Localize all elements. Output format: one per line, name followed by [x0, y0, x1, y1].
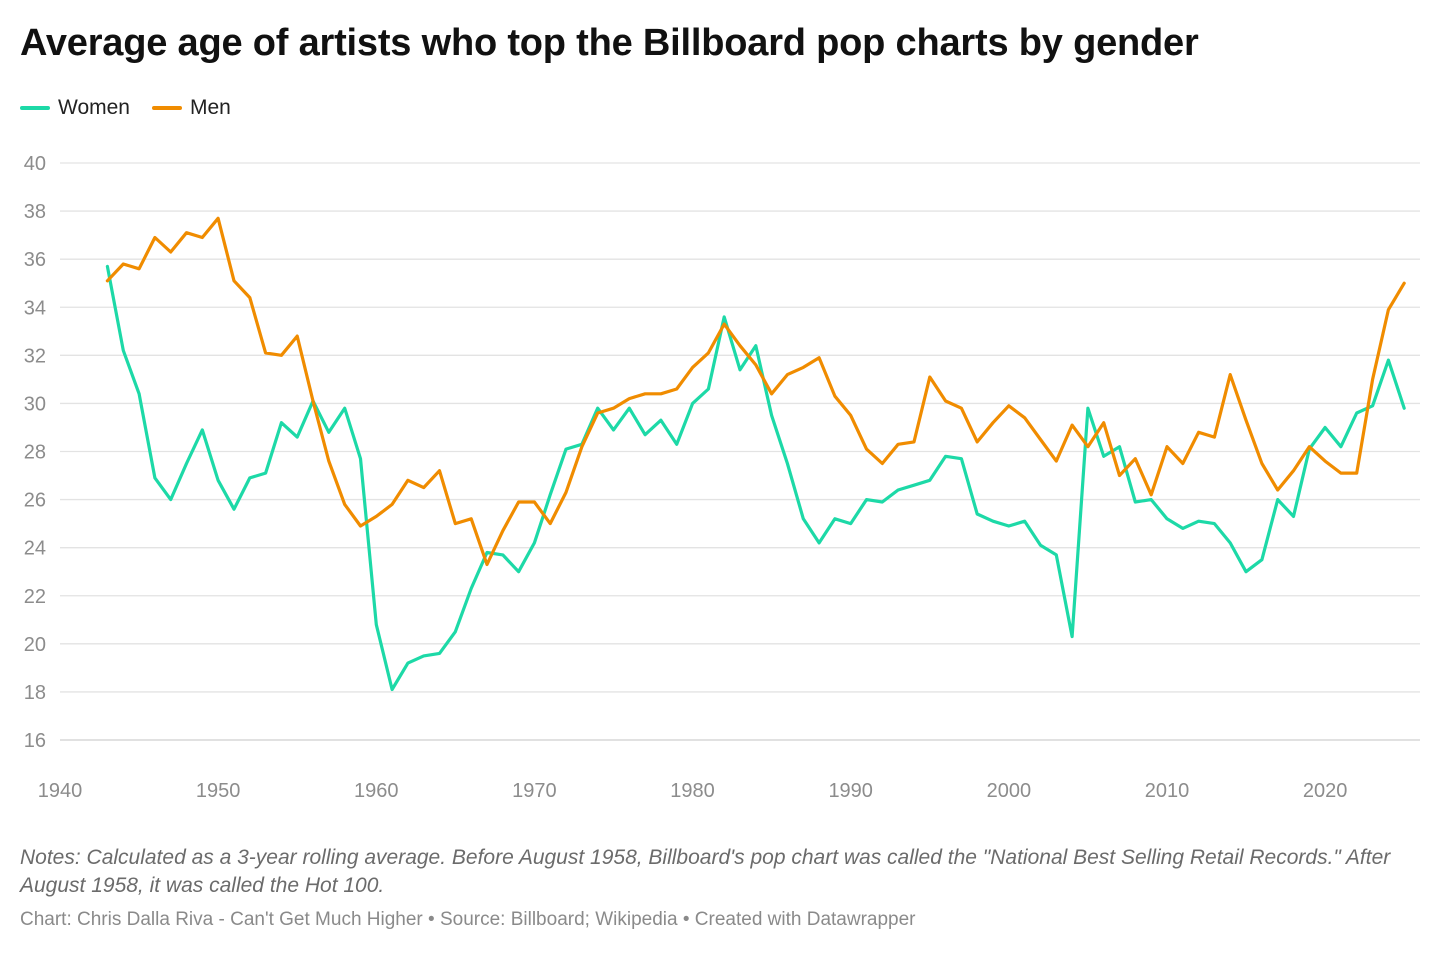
y-tick-label-34: 34: [24, 297, 46, 319]
chart-notes: Notes: Calculated as a 3-year rolling av…: [20, 846, 1391, 897]
legend-label-women: Women: [58, 96, 130, 119]
y-tick-label-32: 32: [24, 345, 46, 367]
series-line-women: [105, 264, 1406, 692]
y-tick-label-36: 36: [24, 249, 46, 271]
x-axis-ticks: 1940 1950 1960 1970 1980 1990 2000 2010 2020: [38, 780, 1348, 802]
x-tick-label-1980: 1980: [670, 780, 715, 802]
gridlines: [60, 162, 1420, 741]
x-tick-label-1940: 1940: [38, 780, 83, 802]
x-tick-label-1970: 1970: [512, 780, 557, 802]
y-tick-label-38: 38: [24, 201, 46, 223]
series-line-men: [105, 216, 1406, 567]
y-axis-ticks: 16 18 20 22 24 26 28 30 32 34 36 38 40: [24, 153, 46, 752]
legend-label-men: Men: [189, 96, 231, 119]
y-tick-label-28: 28: [24, 442, 46, 464]
legend-item-women: Women: [20, 96, 130, 120]
x-tick-label-1960: 1960: [354, 780, 399, 802]
x-tick-label-2000: 2000: [987, 780, 1032, 802]
y-tick-label-20: 20: [24, 634, 46, 656]
legend-item-men: Men: [151, 96, 231, 120]
x-tick-label-1990: 1990: [828, 780, 873, 802]
x-tick-label-1950: 1950: [196, 780, 241, 802]
legend-swatch-women: [20, 106, 50, 110]
series-lines: [105, 216, 1406, 692]
y-tick-label-30: 30: [24, 393, 46, 415]
y-tick-label-26: 26: [24, 490, 46, 512]
y-tick-label-22: 22: [24, 586, 46, 608]
legend: Women Men: [20, 96, 253, 120]
y-tick-label-16: 16: [24, 730, 46, 752]
x-tick-label-2010: 2010: [1145, 780, 1190, 802]
chart-title: Average age of artists who top the Billb…: [20, 22, 1199, 64]
x-tick-label-2020: 2020: [1303, 780, 1348, 802]
legend-swatch-men: [151, 106, 182, 110]
y-tick-label-24: 24: [24, 538, 46, 560]
y-tick-label-40: 40: [24, 153, 46, 175]
chart-footer: Chart: Chris Dalla Riva - Can't Get Much…: [20, 909, 916, 930]
y-tick-label-18: 18: [24, 682, 46, 704]
